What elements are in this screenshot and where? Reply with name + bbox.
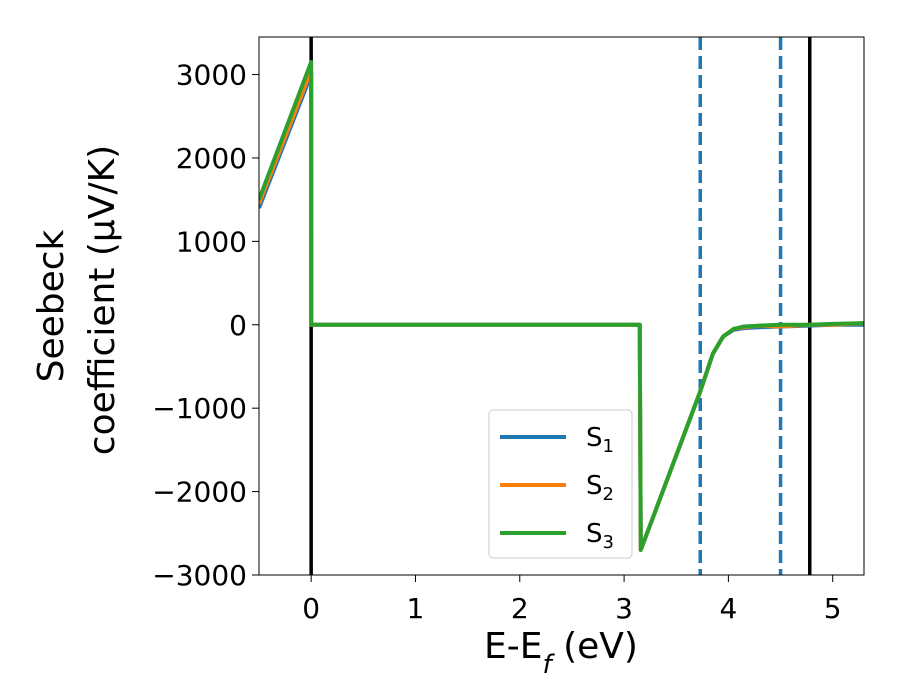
y-tick-label: 3000 xyxy=(176,59,247,92)
y-axis-label-line2: coefficient (μV/K) xyxy=(82,145,123,455)
y-tick-label: −3000 xyxy=(152,559,247,592)
x-tick-label: 4 xyxy=(719,592,737,625)
series-lines xyxy=(259,60,864,552)
series-line-s3 xyxy=(259,60,864,552)
y-tick-label: 1000 xyxy=(176,225,247,258)
x-tick-label: 0 xyxy=(302,592,320,625)
x-axis-label: E-Ef (eV) xyxy=(484,626,638,680)
plot-frame xyxy=(258,36,865,576)
y-tick-label: −2000 xyxy=(152,476,247,509)
x-tick-label: 2 xyxy=(511,592,529,625)
x-axis-ticks: 0 1 2 3 4 5 xyxy=(302,575,842,625)
x-tick-label: 3 xyxy=(615,592,633,625)
y-axis-ticks: −3000 −2000 −1000 0 1000 2000 3000 xyxy=(152,59,259,592)
y-tick-label: −1000 xyxy=(152,392,247,425)
x-tick-label: 1 xyxy=(407,592,425,625)
y-axis-label-line1: Seebeck xyxy=(31,229,72,382)
y-tick-label: 0 xyxy=(229,309,247,342)
x-tick-label: 5 xyxy=(824,592,842,625)
y-tick-label: 2000 xyxy=(176,142,247,175)
